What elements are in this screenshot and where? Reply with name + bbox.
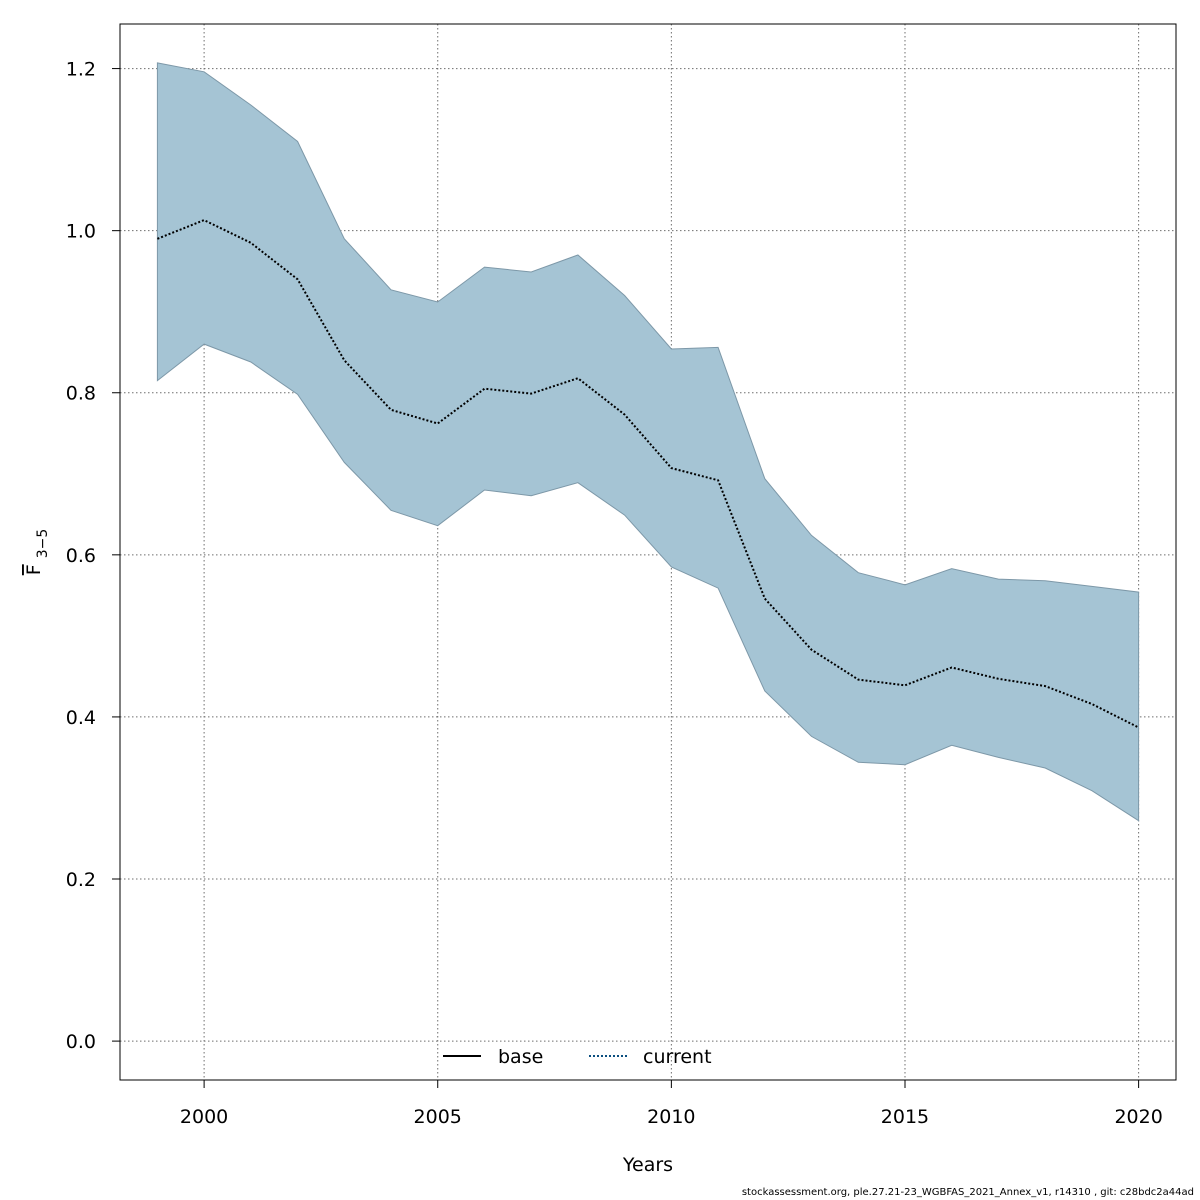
x-tick-label: 2000 xyxy=(180,1106,228,1128)
y-axis-title: F 3−5 xyxy=(23,529,51,576)
x-tick-label: 2005 xyxy=(414,1106,462,1128)
plot-frame xyxy=(119,23,1177,1081)
x-tick-label: 2020 xyxy=(1114,1106,1162,1128)
axes: 2000 2005 2010 2015 2020 0.0 0.2 0.4 0.6 0.8 1.0 1.… xyxy=(66,59,1163,1128)
x-tick-label: 2015 xyxy=(881,1106,929,1128)
series-lines xyxy=(157,219,1140,729)
legend: base current xyxy=(443,1046,712,1068)
y-tick-label: 0.2 xyxy=(66,869,96,891)
y-axis-title-subscript: 3−5 xyxy=(35,529,51,559)
y-tick-label: 0.0 xyxy=(66,1031,96,1053)
y-tick-label: 0.8 xyxy=(66,383,96,405)
series-line-current xyxy=(157,219,1140,729)
legend-label-current: current xyxy=(643,1046,712,1068)
x-axis-title: Years xyxy=(622,1154,673,1176)
y-axis-title-main: F xyxy=(23,564,45,575)
x-tick-label: 2010 xyxy=(647,1106,695,1128)
y-tick-label: 0.4 xyxy=(66,707,96,729)
y-tick-label: 1.2 xyxy=(66,59,96,81)
y-tick-label: 0.6 xyxy=(66,545,96,567)
legend-label-base: base xyxy=(498,1046,543,1068)
footer-credit: stockassessment.org, ple.27.21-23_WGBFAS… xyxy=(741,1187,1194,1198)
y-tick-label: 1.0 xyxy=(66,221,96,243)
